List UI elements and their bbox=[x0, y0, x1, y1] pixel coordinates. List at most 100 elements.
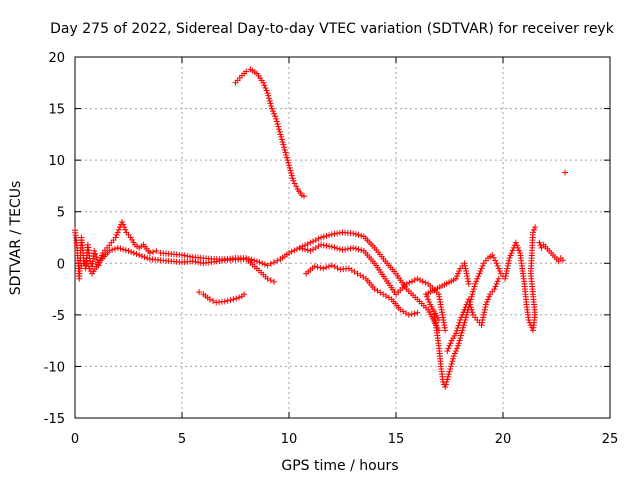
data-point bbox=[153, 247, 160, 254]
data-point bbox=[462, 265, 469, 272]
ticks-layer: 0 5 10 15 20 25 -15 -10 -5 0 5 10 15 20 bbox=[44, 51, 619, 447]
data-point bbox=[446, 368, 453, 375]
data-point bbox=[277, 131, 284, 138]
data-point bbox=[310, 246, 317, 253]
data-point bbox=[468, 306, 475, 313]
data-point bbox=[339, 246, 346, 253]
data-point bbox=[320, 265, 327, 272]
data-point bbox=[506, 255, 513, 262]
data-point bbox=[318, 241, 325, 248]
data-point bbox=[130, 249, 137, 256]
data-point bbox=[314, 264, 321, 271]
data-point bbox=[323, 232, 330, 239]
data-point bbox=[331, 230, 338, 237]
data-point bbox=[278, 136, 285, 143]
data-point bbox=[248, 256, 255, 263]
data-point bbox=[538, 244, 545, 251]
y-tick-label: 20 bbox=[48, 51, 65, 66]
data-point bbox=[471, 283, 478, 290]
data-point bbox=[274, 121, 281, 128]
data-point bbox=[136, 252, 143, 259]
data-point bbox=[469, 309, 476, 316]
data-point bbox=[456, 319, 463, 326]
data-point bbox=[311, 263, 318, 270]
data-point bbox=[326, 232, 333, 239]
data-point bbox=[138, 253, 145, 260]
data-point bbox=[455, 342, 462, 349]
data-point bbox=[128, 248, 135, 255]
data-point bbox=[334, 245, 341, 252]
y-tick-label: -15 bbox=[44, 412, 65, 427]
data-point bbox=[289, 175, 296, 182]
data-point bbox=[482, 304, 489, 311]
data-point bbox=[233, 295, 240, 302]
data-point bbox=[328, 262, 335, 269]
data-point bbox=[406, 279, 413, 286]
data-point bbox=[253, 258, 260, 265]
data-point bbox=[267, 260, 274, 267]
data-point bbox=[260, 79, 267, 86]
data-point bbox=[120, 246, 127, 253]
x-tick-label: 0 bbox=[71, 432, 79, 447]
data-point bbox=[271, 110, 278, 117]
data-point bbox=[505, 260, 512, 267]
data-point bbox=[456, 268, 463, 275]
data-point bbox=[121, 224, 128, 231]
data-point bbox=[525, 317, 532, 324]
data-point bbox=[113, 231, 120, 238]
data-point bbox=[279, 139, 286, 146]
data-point bbox=[467, 304, 474, 311]
data-point bbox=[480, 311, 487, 318]
data-point bbox=[264, 275, 271, 282]
data-point bbox=[144, 255, 151, 262]
data-point bbox=[106, 247, 113, 254]
data-point bbox=[460, 309, 467, 316]
data-point bbox=[119, 219, 126, 226]
data-point bbox=[442, 327, 449, 334]
data-point bbox=[447, 340, 454, 347]
data-point bbox=[460, 324, 467, 331]
data-point bbox=[503, 268, 510, 275]
data-point bbox=[468, 293, 475, 300]
data-point bbox=[281, 146, 288, 153]
data-point bbox=[358, 247, 365, 254]
data-point bbox=[294, 246, 301, 253]
data-point bbox=[532, 224, 539, 231]
data-point bbox=[195, 259, 202, 266]
data-point bbox=[92, 251, 99, 258]
data-point bbox=[112, 234, 119, 241]
data-point bbox=[274, 257, 281, 264]
data-point bbox=[414, 309, 421, 316]
data-point bbox=[445, 373, 452, 380]
data-point bbox=[479, 317, 486, 324]
data-point bbox=[150, 248, 157, 255]
data-point bbox=[271, 259, 278, 266]
data-point bbox=[450, 355, 457, 362]
data-point bbox=[326, 243, 333, 250]
data-point bbox=[334, 265, 341, 272]
data-point bbox=[480, 314, 487, 321]
data-point bbox=[494, 278, 501, 285]
data-point bbox=[489, 252, 496, 259]
data-point bbox=[259, 260, 266, 267]
data-point bbox=[463, 270, 470, 277]
data-point bbox=[210, 297, 217, 304]
data-point bbox=[444, 376, 451, 383]
data-point bbox=[291, 247, 298, 254]
data-point bbox=[463, 268, 470, 275]
data-point bbox=[122, 226, 129, 233]
data-point bbox=[469, 291, 476, 298]
data-point bbox=[465, 278, 472, 285]
data-point bbox=[273, 118, 280, 125]
data-point bbox=[276, 126, 283, 133]
x-tick-label: 25 bbox=[602, 432, 619, 447]
data-point bbox=[111, 245, 118, 252]
data-point bbox=[405, 311, 412, 318]
data-point bbox=[350, 230, 357, 237]
data-point bbox=[323, 264, 330, 271]
data-point bbox=[291, 180, 298, 187]
data-point bbox=[479, 319, 486, 326]
data-point bbox=[241, 291, 248, 298]
data-point bbox=[296, 244, 303, 251]
data-point bbox=[505, 257, 512, 264]
